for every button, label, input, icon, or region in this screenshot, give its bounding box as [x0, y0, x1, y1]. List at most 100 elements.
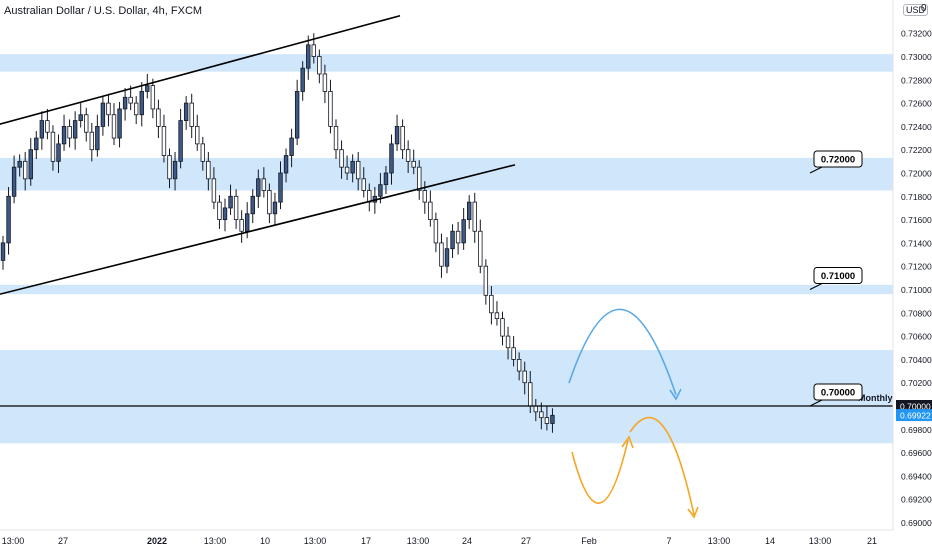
candle-body-30 — [167, 155, 172, 180]
candle-body-77 — [428, 201, 433, 221]
candle-body-54 — [300, 67, 305, 92]
label-pointer-0 — [809, 166, 823, 174]
time-axis[interactable]: 13:00 27 2022 13:00 10 13:00 17 13:00 24 27 Feb 7 13… — [0, 529, 893, 546]
candle-body-13 — [72, 120, 78, 139]
candle-body-12 — [67, 126, 72, 139]
candle-body-27 — [150, 85, 156, 110]
candlestick-series — [0, 33, 555, 433]
candle-body-48 — [267, 190, 272, 215]
candle-body-97 — [539, 411, 544, 419]
candle-body-38 — [211, 178, 217, 203]
candle-body-4 — [22, 160, 28, 180]
candle-body-62 — [344, 166, 350, 174]
candle-body-7 — [39, 120, 45, 139]
candle-body-91 — [505, 335, 511, 349]
price-tick-18: 0.69600 — [901, 448, 932, 458]
label-box-2 — [813, 383, 863, 401]
price-tick-20: 0.69200 — [901, 495, 932, 505]
candle-body-37 — [206, 160, 211, 180]
candle-body-14 — [78, 114, 83, 121]
channel-upper-line — [0, 14, 401, 125]
label-box-1 — [813, 267, 863, 284]
price-tick-1: 0.73000 — [901, 52, 932, 62]
candle-body-69 — [383, 172, 389, 186]
candle-body-64 — [355, 160, 361, 180]
projection-arrows — [568, 308, 699, 519]
candle-body-31 — [172, 160, 178, 180]
candle-body-81 — [450, 230, 455, 250]
candle-body-55 — [306, 44, 311, 69]
label-pointer-2 — [809, 399, 823, 407]
candle-body-22 — [122, 96, 128, 110]
candle-body-96 — [533, 405, 538, 413]
label-box-0 — [813, 150, 863, 168]
candle-body-98 — [544, 417, 550, 424]
level-label-1: 0.71000 — [821, 271, 855, 282]
candle-body-16 — [89, 131, 94, 151]
candle-body-58 — [322, 73, 328, 92]
time-tick-5: 13:00 — [304, 536, 327, 546]
candle-body-3 — [17, 160, 22, 168]
candle-body-93 — [516, 358, 522, 372]
candle-body-82 — [455, 230, 461, 244]
currency-badge[interactable]: USD — [903, 4, 929, 16]
time-tick-9: 27 — [521, 536, 531, 546]
level-label-2: 0.70000 — [821, 388, 855, 399]
candle-body-33 — [183, 102, 189, 121]
price-tick-14: 0.70400 — [901, 355, 932, 365]
time-tick-15: 21 — [867, 536, 877, 546]
time-tick-1: 27 — [58, 536, 68, 546]
candle-body-21 — [117, 108, 122, 139]
time-tick-8: 24 — [462, 536, 472, 546]
time-tick-12: 13:00 — [708, 536, 731, 546]
level-label-0: 0.72000 — [821, 155, 855, 166]
price-tick-6: 0.72000 — [901, 169, 932, 179]
candle-body-78 — [433, 219, 439, 244]
candle-body-23 — [128, 96, 133, 104]
candle-body-29 — [161, 126, 167, 156]
candle-body-74 — [411, 160, 416, 168]
price-tag-bg-1 — [896, 409, 932, 422]
price-tick-3: 0.72600 — [901, 99, 932, 109]
candle-body-1 — [6, 195, 11, 244]
symbol-title: Australian Dollar / U.S. Dollar, 4h, FXC… — [4, 5, 203, 17]
candle-body-57 — [317, 56, 322, 75]
candle-body-0 — [0, 242, 6, 261]
candle-body-60 — [333, 126, 339, 151]
candle-body-25 — [139, 91, 144, 116]
blue-projection-arrow — [568, 308, 677, 396]
candle-body-19 — [106, 102, 111, 116]
time-tick-6: 17 — [361, 536, 371, 546]
zone-2 — [0, 284, 893, 295]
time-tick-2: 2022 — [147, 536, 167, 546]
candle-body-79 — [439, 242, 444, 267]
candle-body-75 — [417, 166, 422, 191]
price-axis[interactable]: 0.73200 0.73000 0.72800 0.72600 0.72400 0.722… — [892, 0, 932, 530]
candle-body-43 — [239, 219, 244, 232]
time-tick-14: 13:00 — [809, 536, 832, 546]
candle-body-61 — [339, 149, 344, 168]
price-tick-13: 0.70600 — [901, 332, 932, 342]
zone-0 — [0, 54, 893, 72]
time-tick-10: Feb — [581, 536, 597, 546]
time-tick-0: 13:00 — [2, 536, 25, 546]
candle-body-80 — [444, 248, 450, 267]
candle-body-84 — [466, 201, 472, 221]
price-tick-9: 0.71400 — [901, 238, 932, 248]
price-tick-21: 0.69000 — [901, 518, 932, 528]
price-tick-2: 0.72800 — [901, 75, 932, 85]
orange-projection-arrow-2 — [629, 416, 695, 516]
candle-body-20 — [111, 114, 117, 139]
candle-body-47 — [261, 178, 267, 191]
time-tick-11: 7 — [666, 536, 671, 546]
price-tick-4: 0.72400 — [901, 122, 932, 132]
candle-body-8 — [45, 120, 50, 133]
orange-arrowhead-2 — [687, 506, 699, 519]
time-tick-13: 14 — [765, 536, 775, 546]
candle-body-2 — [11, 166, 17, 197]
candle-body-39 — [217, 201, 222, 221]
candle-body-73 — [405, 149, 411, 162]
candle-body-71 — [394, 126, 400, 145]
time-tick-4: 10 — [260, 536, 270, 546]
